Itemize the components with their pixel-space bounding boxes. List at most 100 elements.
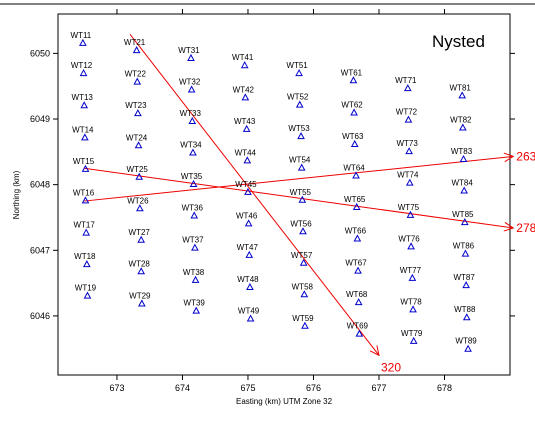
turbine-marker-wt42 (241, 93, 250, 101)
turbine-label-wt78: WT78 (400, 297, 422, 306)
turbine-marker-wt45 (244, 187, 252, 195)
turbine-marker-wt15 (81, 164, 90, 172)
turbine-label-wt29: WT29 (129, 291, 151, 300)
turbine-label-wt33: WT33 (180, 109, 202, 118)
turbine-marker-wt84 (460, 186, 468, 194)
turbine-marker-wt69 (355, 329, 364, 337)
turbine-label-wt49: WT49 (238, 307, 260, 316)
turbine-label-wt77: WT77 (400, 266, 422, 275)
turbine-label-wt12: WT12 (71, 61, 93, 70)
turbine-marker-wt86 (461, 249, 470, 257)
turbine-marker-wt49 (246, 314, 255, 322)
turbine-marker-wt67 (354, 266, 362, 274)
turbine-marker-wt89 (464, 344, 472, 352)
turbine-label-wt57: WT57 (291, 251, 313, 260)
turbine-label-wt56: WT56 (290, 219, 312, 228)
turbine-marker-wt12 (79, 69, 88, 77)
turbine-marker-wt63 (350, 139, 359, 147)
turbine-label-wt64: WT64 (343, 163, 365, 172)
arrow-head-278 (503, 222, 515, 232)
x-tick-label: 678 (437, 383, 452, 393)
direction-arrow-263 (84, 155, 514, 202)
turbine-marker-wt17 (82, 228, 91, 236)
turbine-marker-wt27 (137, 235, 146, 243)
y-tick-label: 6050 (30, 48, 50, 58)
y-tick-label: 6048 (30, 180, 50, 190)
turbine-label-wt39: WT39 (184, 299, 206, 308)
turbine-label-wt41: WT41 (232, 53, 254, 62)
turbine-label-wt28: WT28 (129, 259, 151, 268)
turbine-marker-wt57 (299, 258, 308, 266)
turbine-label-wt87: WT87 (453, 273, 475, 282)
turbine-label-wt63: WT63 (342, 132, 364, 141)
turbine-label-wt61: WT61 (341, 68, 363, 77)
turbine-marker-wt81 (458, 91, 467, 99)
turbine-marker-wt53 (297, 132, 305, 140)
turbine-label-wt11: WT11 (71, 31, 92, 40)
turbine-label-wt69: WT69 (347, 322, 369, 331)
turbine-marker-wt75 (406, 210, 415, 218)
arrow-head-320 (369, 345, 380, 357)
turbine-marker-wt87 (462, 281, 470, 289)
direction-label-278: 278 (516, 221, 535, 235)
turbine-label-wt35: WT35 (181, 172, 203, 181)
turbine-marker-wt24 (134, 141, 143, 149)
turbine-label-wt71: WT71 (395, 76, 417, 85)
turbine-label-wt16: WT16 (73, 188, 95, 197)
turbine-marker-wt71 (403, 84, 412, 92)
turbine-label-wt81: WT81 (450, 83, 472, 92)
turbine-label-wt52: WT52 (287, 93, 309, 102)
turbine-label-wt83: WT83 (451, 147, 473, 156)
x-axis-label: Easting (km) UTM Zone 32 (236, 397, 333, 406)
turbine-marker-wt61 (349, 76, 358, 84)
turbine-marker-wt14 (81, 133, 89, 141)
chart-title: Nysted (432, 32, 485, 51)
turbine-marker-wt43 (242, 124, 251, 132)
turbine-marker-wt11 (79, 38, 87, 46)
turbine-label-wt32: WT32 (179, 77, 201, 86)
turbine-label-wt58: WT58 (292, 282, 314, 291)
turbine-label-wt25: WT25 (127, 165, 149, 174)
turbine-label-wt82: WT82 (450, 116, 472, 125)
turbine-label-wt88: WT88 (454, 305, 476, 314)
y-tick-label: 6047 (30, 245, 50, 255)
turbine-label-wt53: WT53 (288, 124, 310, 133)
direction-label-320: 320 (381, 360, 401, 374)
turbine-label-wt15: WT15 (73, 157, 95, 166)
x-tick-label: 673 (109, 383, 124, 393)
turbine-marker-wt55 (298, 195, 307, 203)
turbine-marker-wt68 (354, 298, 363, 306)
x-tick-label: 675 (240, 383, 255, 393)
y-axis-label: Northing (km) (12, 170, 21, 219)
turbine-label-wt27: WT27 (129, 228, 151, 237)
direction-label-263: 263 (516, 149, 535, 163)
turbine-marker-wt77 (408, 273, 417, 281)
turbine-label-wt84: WT84 (451, 179, 473, 188)
turbine-marker-wt29 (138, 299, 146, 307)
turbine-label-wt45: WT45 (235, 180, 257, 189)
turbine-label-wt47: WT47 (237, 243, 259, 252)
turbine-label-wt19: WT19 (75, 284, 97, 293)
turbine-label-wt37: WT37 (182, 236, 204, 245)
turbine-label-wt68: WT68 (346, 290, 368, 299)
turbine-label-wt86: WT86 (453, 242, 475, 251)
turbine-marker-wt64 (352, 171, 360, 179)
turbine-marker-wt41 (240, 61, 249, 69)
turbine-marker-wt19 (83, 291, 92, 299)
turbine-label-wt44: WT44 (235, 148, 257, 157)
turbine-marker-wt38 (191, 275, 200, 283)
turbine-marker-wt26 (136, 204, 144, 212)
turbine-marker-wt31 (187, 53, 195, 61)
turbine-marker-wt88 (462, 313, 471, 321)
turbine-label-wt21: WT21 (124, 38, 146, 47)
arrow-head-263 (503, 152, 515, 163)
turbine-label-wt36: WT36 (182, 204, 204, 213)
turbine-marker-wt39 (192, 306, 201, 314)
turbine-marker-wt72 (404, 115, 413, 123)
turbine-marker-wt58 (300, 290, 309, 298)
turbine-marker-wt18 (82, 260, 91, 268)
x-tick-label: 677 (371, 383, 386, 393)
turbine-marker-wt34 (189, 148, 197, 156)
turbine-marker-wt47 (245, 250, 254, 258)
turbine-marker-wt36 (190, 211, 199, 219)
